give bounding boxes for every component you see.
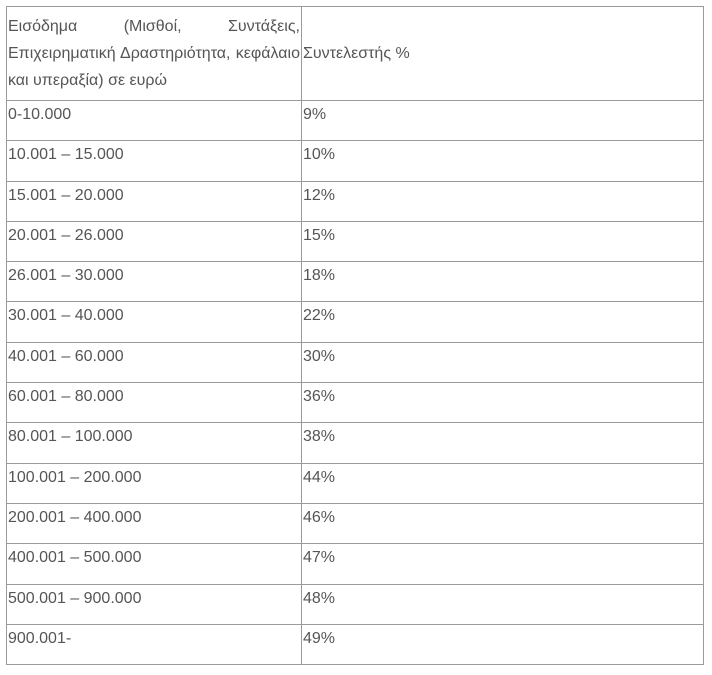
tax-rate: 10% — [301, 140, 704, 182]
tax-rate: 18% — [301, 261, 704, 303]
table-row: 100.001 – 200.000 44% — [6, 462, 704, 504]
table-row: 60.001 – 80.000 36% — [6, 382, 704, 424]
income-bracket: 30.001 – 40.000 — [6, 301, 302, 343]
income-bracket: 26.001 – 30.000 — [6, 261, 302, 303]
income-bracket: 900.001- — [6, 623, 302, 666]
table-row: 400.001 – 500.000 47% — [6, 543, 704, 585]
table-row: 30.001 – 40.000 22% — [6, 301, 704, 343]
tax-rate: 48% — [301, 583, 704, 625]
income-bracket: 15.001 – 20.000 — [6, 180, 302, 222]
table-row: 15.001 – 20.000 12% — [6, 180, 704, 222]
income-bracket: 0-10.000 — [6, 99, 302, 142]
table-row: 20.001 – 26.000 15% — [6, 220, 704, 263]
header-cell: Συντελεστής % — [301, 6, 704, 101]
income-bracket: 500.001 – 900.000 — [6, 583, 302, 625]
income-bracket: 40.001 – 60.000 — [6, 341, 302, 384]
income-bracket: 20.001 – 26.000 — [6, 220, 302, 263]
table-row: 40.001 – 60.000 30% — [6, 341, 704, 384]
table-row: 500.001 – 900.000 48% — [6, 583, 704, 625]
table-row: 200.001 – 400.000 46% — [6, 502, 704, 545]
tax-rate: 46% — [301, 502, 704, 545]
income-bracket: 80.001 – 100.000 — [6, 422, 302, 464]
table-row: 10.001 – 15.000 10% — [6, 140, 704, 182]
tax-rate: 49% — [301, 623, 704, 666]
income-bracket: 100.001 – 200.000 — [6, 462, 302, 504]
income-bracket: 400.001 – 500.000 — [6, 543, 302, 585]
income-bracket: 10.001 – 15.000 — [6, 140, 302, 182]
table-row: 900.001- 49% — [6, 623, 704, 666]
tax-rate: 30% — [301, 341, 704, 384]
tax-rate: 47% — [301, 543, 704, 585]
header-row: Εισόδημα (Μισθοί, Συντάξεις, Επιχειρηματ… — [6, 6, 704, 101]
table-row: 0-10.000 9% — [6, 99, 704, 142]
tax-rate: 22% — [301, 301, 704, 343]
income-bracket: 200.001 – 400.000 — [6, 502, 302, 545]
tax-rate: 9% — [301, 99, 704, 142]
table-row: 26.001 – 30.000 18% — [6, 261, 704, 303]
tax-rate: 38% — [301, 422, 704, 464]
tax-rate: 15% — [301, 220, 704, 263]
header-cell: Εισόδημα (Μισθοί, Συντάξεις, Επιχειρηματ… — [6, 6, 302, 101]
tax-rate: 36% — [301, 382, 704, 424]
tax-rate: 44% — [301, 462, 704, 504]
table-row: 80.001 – 100.000 38% — [6, 422, 704, 464]
tax-rate: 12% — [301, 180, 704, 222]
income-bracket: 60.001 – 80.000 — [6, 382, 302, 424]
tax-table: Εισόδημα (Μισθοί, Συντάξεις, Επιχειρηματ… — [6, 6, 704, 666]
